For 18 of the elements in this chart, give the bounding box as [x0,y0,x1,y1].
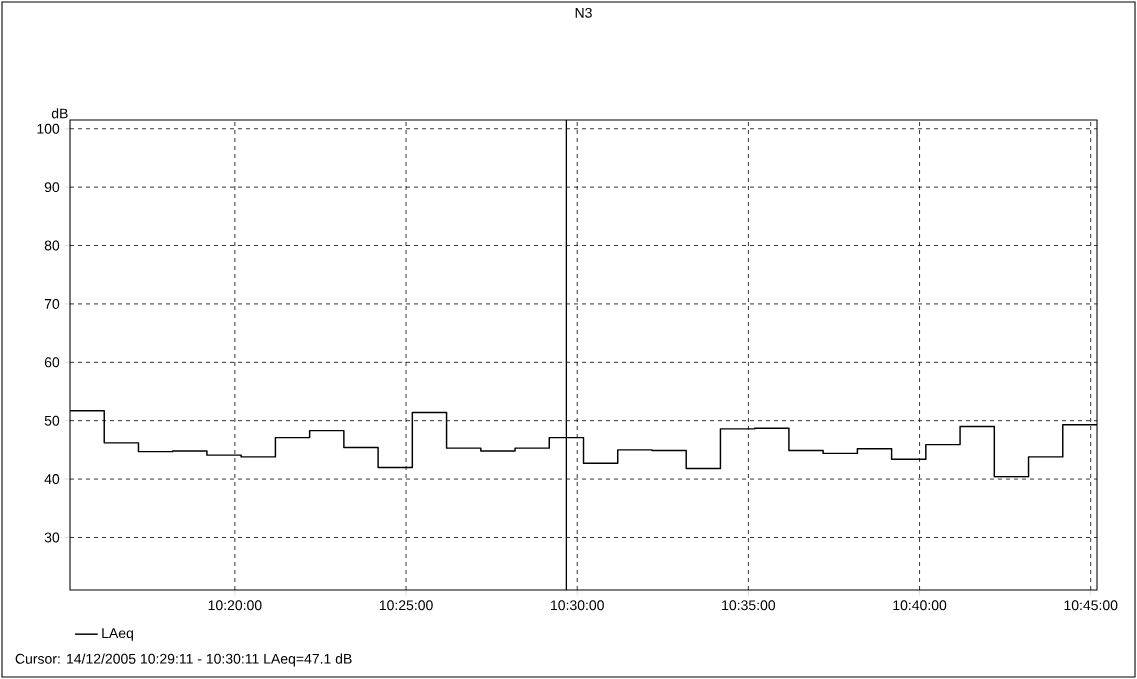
y-tick-label: 30 [44,532,60,543]
x-tick-label: 10:35:00 [722,600,776,611]
y-axis-title: dB [51,108,68,119]
x-tick-label: 10:20:00 [208,600,262,611]
y-tick-label: 90 [44,182,60,193]
chart-title: N3 [575,7,592,18]
text: Cursor: 14/12/2005 10:29:11 - 10:30:11 LAeq=47.1 dB [15,653,352,667]
x-tick-label: 10:40:00 [893,600,947,611]
y-tick-label: 40 [44,474,60,485]
y-tick-label: 80 [44,240,60,251]
y-tick-label: 70 [44,298,60,309]
y-tick-label: 60 [44,357,60,368]
legend-label: LAeq [102,628,133,641]
y-tick-label: 50 [44,415,60,426]
x-tick-label: 10:30:00 [551,600,604,611]
y-tick-label: 100 [37,123,60,134]
x-tick-label: 10:25:00 [379,600,433,611]
x-tick-label: 10:45:00 [1064,600,1118,611]
